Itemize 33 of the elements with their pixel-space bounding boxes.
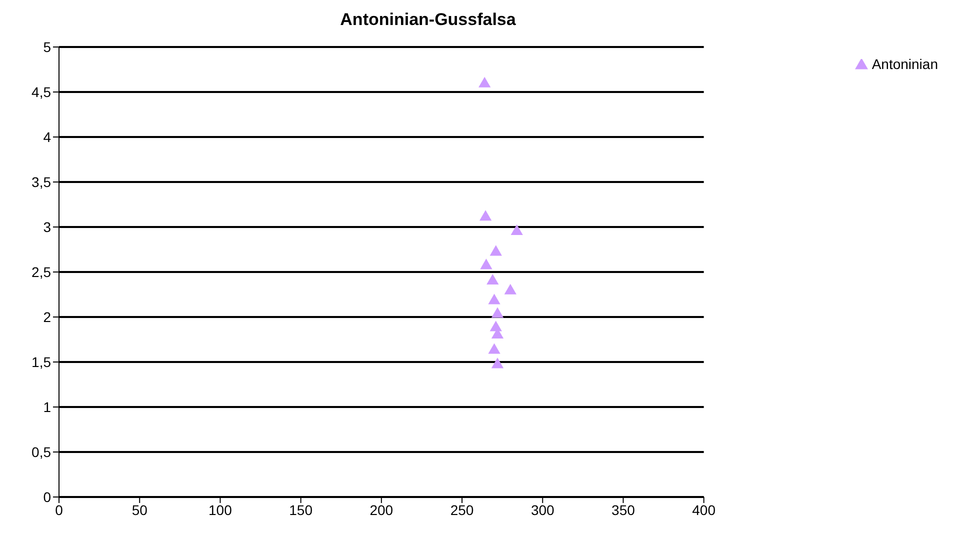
point	[488, 343, 500, 354]
y-tick-label: 5	[43, 38, 52, 55]
y-tick-label: 3	[43, 218, 52, 235]
y-tick-label: 4	[43, 128, 52, 145]
point	[490, 245, 502, 256]
point	[504, 284, 516, 294]
point	[491, 307, 504, 318]
y-tick-label: 3,5	[32, 174, 52, 190]
x-tick-label: 350	[612, 502, 636, 518]
y-tick-label: 1	[43, 398, 52, 415]
x-tick-label: 0	[55, 502, 64, 518]
point	[480, 258, 492, 270]
x-tick-label: 150	[289, 502, 313, 518]
point	[479, 210, 492, 221]
y-tick-label: 2	[43, 308, 52, 325]
y-tick-label: 4,5	[32, 84, 52, 100]
point	[486, 274, 499, 285]
x-tick-label: 400	[692, 502, 716, 518]
point	[488, 294, 500, 304]
y-tick-label: 0	[43, 488, 52, 505]
legend-label: Antoninian	[872, 56, 938, 72]
x-tick-label: 200	[370, 502, 394, 518]
y-tick-label: 0,5	[32, 444, 52, 460]
point	[510, 224, 523, 236]
chart-title: Antoninian-Gussfalsa	[339, 10, 517, 30]
point	[478, 76, 491, 88]
x-tick-label: 250	[450, 502, 474, 518]
x-tick-label: 100	[208, 502, 232, 518]
y-tick-label: 2,5	[32, 264, 52, 280]
x-tick-label: 300	[530, 502, 555, 518]
point	[491, 358, 504, 368]
y-tick-label: 1,5	[32, 354, 52, 370]
x-tick-label: 50	[132, 502, 148, 518]
